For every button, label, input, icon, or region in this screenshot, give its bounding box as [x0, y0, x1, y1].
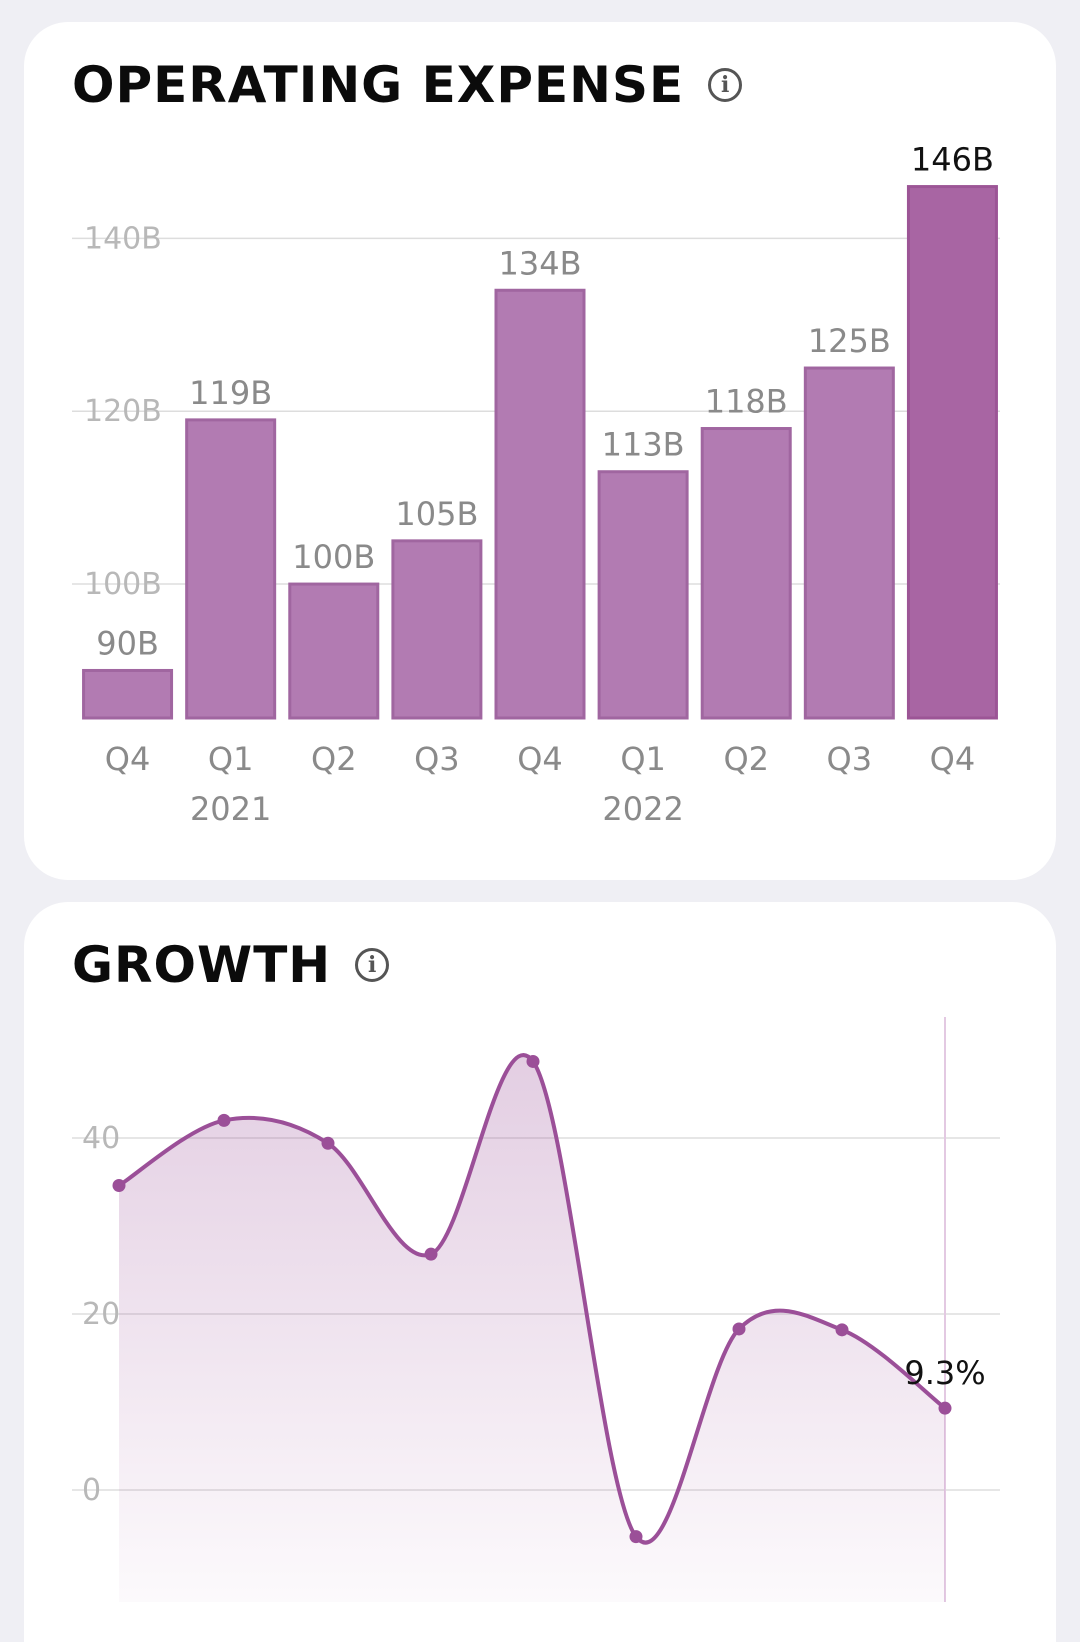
bar-value-label: 125B	[808, 322, 891, 360]
y-tick-label: 120B	[84, 394, 162, 429]
x-tick-label: Q2	[723, 740, 769, 778]
growth-point	[629, 1530, 643, 1544]
x-tick-label: Q4	[930, 740, 976, 778]
growth-chart: 0 20 40 9.3%	[72, 1017, 1000, 1602]
x-tick-label: Q3	[827, 740, 873, 778]
bar	[597, 470, 689, 720]
growth-line	[117, 1053, 947, 1545]
growth-area	[119, 1055, 945, 1602]
x-tick-label: Q2	[311, 740, 357, 778]
operating-expense-card: OPERATING EXPENSE i 100B 120B 140B 90B Q4 119…	[24, 22, 1056, 880]
bar	[288, 582, 380, 720]
y-tick-label: 140B	[84, 221, 162, 256]
bar	[906, 185, 998, 720]
x-tick-label: Q3	[414, 740, 460, 778]
bar-value-label: 90B	[96, 624, 159, 662]
bar-value-label: 113B	[602, 426, 685, 464]
growth-point	[526, 1054, 540, 1068]
bar	[803, 366, 895, 720]
bar	[185, 418, 277, 720]
bar-value-label: 119B	[189, 374, 272, 412]
x-tick-label: Q1	[620, 740, 666, 778]
y-tick-label: 100B	[84, 567, 162, 602]
bar	[494, 288, 586, 720]
bar-value-label: 146B	[911, 141, 994, 179]
x-tick-label: Q4	[517, 740, 563, 778]
growth-point	[424, 1247, 438, 1261]
growth-last-value-label: 9.3%	[904, 1354, 985, 1392]
growth-header: GROWTH i	[72, 936, 390, 994]
x-tick-label: Q4	[105, 740, 151, 778]
growth-point	[217, 1113, 231, 1127]
year-label: 2021	[190, 790, 271, 828]
growth-point	[112, 1179, 126, 1193]
bar-value-label: 100B	[292, 538, 375, 576]
bar-value-label: 105B	[395, 495, 478, 533]
x-tick-label: Q1	[208, 740, 254, 778]
bar	[391, 539, 483, 720]
y-tick-label: 0	[82, 1473, 101, 1508]
growth-point	[732, 1322, 746, 1336]
bar-value-label: 118B	[705, 383, 788, 421]
y-tick-label: 40	[82, 1121, 120, 1156]
info-icon[interactable]: i	[708, 68, 743, 102]
bar	[82, 668, 174, 720]
growth-point	[938, 1401, 952, 1415]
growth-card: GROWTH i 0 20 40 9.3%	[24, 902, 1056, 1642]
operating-expense-chart: 100B 120B 140B 90B Q4 119B Q1 100B Q2 105B Q3 134B Q…	[72, 141, 1000, 828]
operating-expense-title: OPERATING EXPENSE	[72, 56, 685, 114]
growth-point	[321, 1136, 335, 1150]
growth-title: GROWTH	[72, 936, 332, 994]
growth-point	[835, 1323, 849, 1337]
operating-expense-header: OPERATING EXPENSE i	[72, 56, 743, 114]
bar	[700, 427, 792, 720]
year-label: 2022	[602, 790, 683, 828]
info-icon[interactable]: i	[355, 948, 390, 982]
y-tick-label: 20	[82, 1297, 120, 1332]
bar-value-label: 134B	[498, 244, 581, 282]
